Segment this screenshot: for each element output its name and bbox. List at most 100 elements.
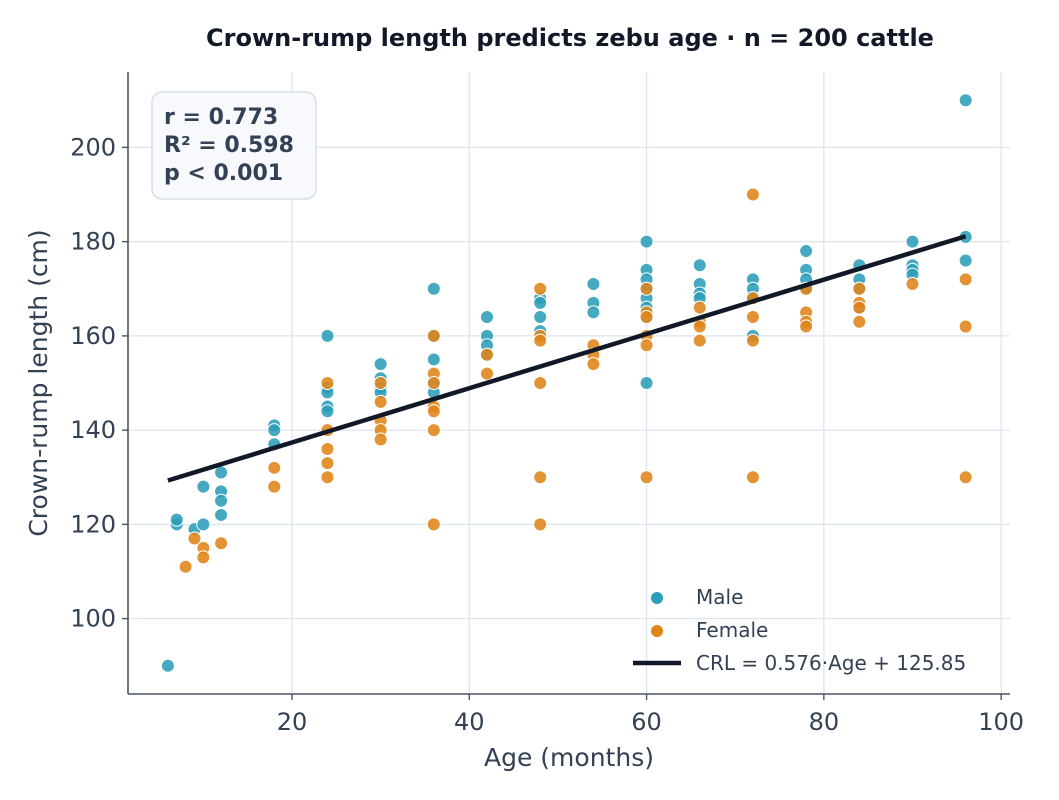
data-point-male [267,423,282,438]
data-point-female [426,423,441,438]
legend-female-marker [650,624,664,638]
stats-r-squared: R² = 0.598 [164,133,294,158]
data-point-female [533,281,548,296]
data-point-male [196,479,211,494]
data-point-male [214,465,229,480]
data-point-male [426,281,441,296]
data-point-female [852,281,867,296]
data-point-female [267,479,282,494]
y-tick-label: 200 [70,133,116,161]
y-tick-label: 120 [70,510,116,538]
data-point-female [745,310,760,325]
fit-line-group [167,234,967,483]
data-point-male [586,305,601,320]
data-point-female [267,460,282,475]
data-point-female [533,470,548,485]
data-point-female [480,366,495,381]
data-point-female [533,517,548,532]
data-point-female [426,376,441,390]
data-point-female [958,319,973,334]
data-point-female [905,277,920,292]
y-tick-label: 180 [70,228,116,256]
data-point-female [586,357,601,372]
data-point-female [373,394,388,409]
x-tick-label: 80 [809,708,840,736]
data-point-female [692,319,707,334]
data-point-male [169,512,184,527]
data-point-female [639,281,654,296]
data-point-female [533,333,548,348]
data-point-female [958,272,973,287]
stats-p-value: p < 0.001 [164,161,283,186]
data-point-female [426,404,441,419]
chart-title: Crown-rump length predicts zebu age · n … [206,24,934,52]
data-point-male [320,328,335,343]
data-point-female [320,376,335,390]
axis-ticks: 20 40 60 80 100 100 120 140 160 180 200 [70,133,1024,736]
data-point-female [426,328,441,343]
data-point-male [426,352,441,367]
data-point-female [692,333,707,348]
legend-female-label: Female [696,618,768,642]
stats-r: r = 0.773 [164,105,278,130]
x-tick-label: 20 [277,708,308,736]
data-point-female [799,319,814,334]
stats-box: r = 0.773 R² = 0.598 p < 0.001 [151,91,317,200]
data-point-female [320,441,335,456]
data-point-male [533,295,548,310]
data-point-female [692,300,707,315]
y-tick-label: 160 [70,322,116,350]
data-point-male [214,507,229,522]
data-point-male [586,277,601,292]
data-point-male [480,310,495,325]
x-tick-label: 100 [978,708,1024,736]
data-point-female [639,470,654,485]
data-point-female [373,376,388,390]
data-point-female [745,187,760,202]
data-point-male [799,244,814,259]
data-point-female [187,531,202,546]
legend-fit-line-label: CRL = 0.576·Age + 125.85 [696,651,966,675]
legend-male-marker [650,591,664,605]
x-axis-label: Age (months) [484,743,654,772]
data-point-male [160,658,175,673]
data-point-female [639,338,654,353]
data-point-male [958,253,973,268]
data-point-female [373,432,388,447]
data-point-male [692,258,707,273]
y-tick-label: 100 [70,605,116,633]
scatter-points [160,93,973,673]
x-tick-label: 40 [454,708,485,736]
data-point-female [745,470,760,485]
data-point-female [745,333,760,348]
data-point-female [214,536,229,551]
data-point-male [320,404,335,419]
data-point-male [958,93,973,108]
data-point-male [196,517,211,532]
data-point-female [426,517,441,532]
legend: Male Female CRL = 0.576·Age + 125.85 [633,585,966,675]
data-point-female [320,456,335,471]
data-point-male [373,357,388,372]
data-point-female [852,300,867,315]
data-point-female [178,559,193,574]
data-point-male [639,376,654,390]
data-point-female [320,470,335,485]
legend-male-label: Male [696,585,743,609]
fit-line [167,234,967,483]
y-tick-label: 140 [70,416,116,444]
data-point-female [533,376,548,390]
stats-box-background [151,91,317,200]
data-point-male [214,493,229,508]
data-point-female [196,550,211,565]
y-axis-label: Crown-rump length (cm) [24,229,53,536]
data-point-female [639,310,654,325]
data-point-female [480,347,495,362]
data-point-female [958,470,973,485]
x-tick-label: 60 [631,708,662,736]
data-point-male [905,234,920,249]
data-point-female [852,314,867,329]
data-point-male [639,234,654,249]
data-point-male [533,310,548,325]
